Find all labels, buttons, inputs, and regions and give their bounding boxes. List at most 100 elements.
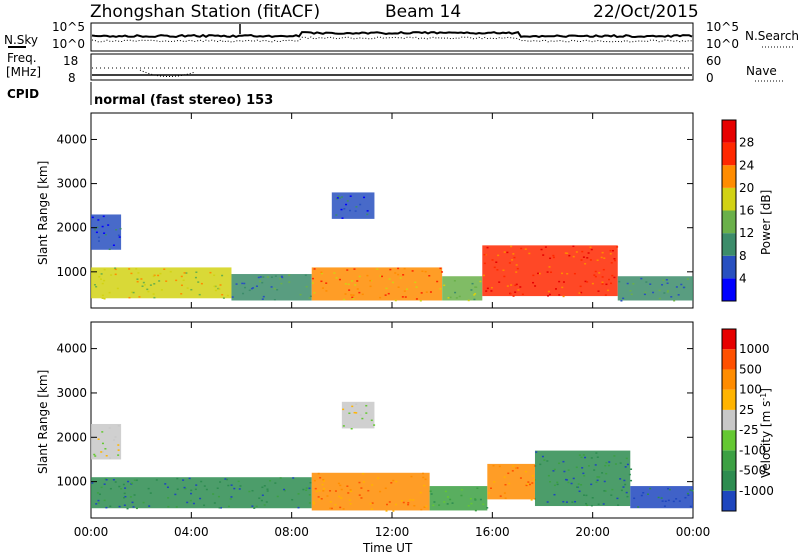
velocity-echo-speck	[583, 475, 586, 477]
power-echo-speck	[182, 279, 185, 281]
power-echo-speck	[200, 282, 203, 285]
power-echo-speck	[666, 282, 669, 285]
power-echo-speck	[128, 296, 131, 299]
velocity-echo-speck	[546, 501, 549, 503]
power-echo-speck	[640, 277, 643, 280]
freq-label-top: Freq.	[7, 51, 37, 65]
velocity-echo-speck	[611, 488, 614, 491]
power-echo-speck	[309, 295, 312, 298]
velocity-echo-speck	[594, 464, 597, 466]
power-echo-speck	[379, 275, 382, 277]
power-echo-speck	[510, 245, 513, 248]
power-echo-speck	[549, 257, 552, 260]
velocity-cbar-tick: -100	[739, 443, 766, 457]
power-echo-speck	[479, 280, 482, 283]
velocity-cbar-swatch	[722, 389, 736, 410]
velocity-echo-speck	[195, 484, 198, 486]
power-echo-speck	[366, 213, 369, 216]
power-echo-speck	[594, 270, 597, 273]
power-echo-speck	[516, 267, 519, 270]
power-echo-speck	[552, 256, 555, 259]
power-echo-speck	[356, 288, 359, 290]
power-echo-speck	[594, 275, 597, 278]
power-cbar-swatch	[722, 210, 736, 234]
velocity-echo-speck	[425, 505, 428, 508]
velocity-echo-speck	[607, 464, 610, 467]
power-echo-speck	[341, 196, 344, 198]
velocity-echo-speck	[668, 488, 671, 491]
velocity-echo-speck	[220, 507, 223, 509]
power-echo-speck	[160, 289, 163, 291]
velocity-echo-speck	[603, 490, 606, 492]
power-echo-speck	[344, 283, 347, 285]
velocity-echo-speck	[117, 444, 120, 446]
power-echo-speck	[415, 286, 418, 288]
velocity-echo-speck	[117, 449, 120, 451]
velocity-echo-speck	[308, 487, 311, 490]
velocity-echo-speck	[190, 489, 193, 492]
power-echo-speck	[242, 292, 245, 295]
velocity-echo-speck	[369, 502, 372, 505]
velocity-echo-speck	[348, 412, 351, 415]
power-echo-speck	[128, 268, 131, 270]
velocity-echo-speck	[610, 494, 613, 496]
power-echo-speck	[180, 284, 183, 287]
power-echo-speck	[335, 277, 338, 279]
power-echo-speck	[305, 285, 308, 288]
velocity-echo-speck	[446, 503, 449, 505]
velocity-echo-speck	[507, 472, 510, 475]
velocity-cbar-swatch	[722, 329, 736, 350]
velocity-echo-speck	[192, 502, 195, 505]
velocity-echo-speck	[122, 483, 125, 486]
power-echo-speck	[350, 294, 353, 296]
velocity-echo-speck	[423, 506, 426, 508]
velocity-cbar-tick: -25	[739, 423, 759, 437]
power-echo-speck	[503, 251, 506, 253]
power-echo-speck	[490, 286, 493, 289]
velocity-echo-speck	[292, 477, 295, 479]
power-echo-speck	[255, 285, 258, 287]
velocity-echo-speck	[114, 436, 117, 438]
velocity-echo-speck	[126, 507, 129, 510]
velocity-echo-speck	[402, 501, 405, 504]
velocity-echo-speck	[474, 498, 477, 500]
power-echo-speck	[100, 278, 103, 280]
power-echo-speck	[101, 282, 104, 285]
velocity-echo-speck	[233, 487, 236, 490]
power-echo-speck	[403, 290, 406, 292]
nsky-panel: N.Sky 10^5 10^0 10^5 10^0 N.Search	[4, 20, 799, 52]
power-echo-speck	[510, 284, 513, 286]
power-echo-speck	[217, 287, 220, 290]
power-echo-speck	[608, 278, 611, 281]
power-echo-speck	[613, 276, 616, 279]
xtick-label: 12:00	[375, 525, 410, 539]
power-echo-speck	[108, 291, 111, 294]
velocity-cbar-tick: 500	[739, 362, 762, 376]
power-echo-speck	[117, 234, 120, 237]
freq-frame	[90, 53, 694, 81]
velocity-echo-speck	[373, 424, 376, 426]
power-echo-speck	[421, 270, 424, 273]
velocity-echo-speck	[98, 493, 101, 496]
velocity-cbar-label: Velocity [m s-1]	[759, 388, 773, 478]
power-echo-speck	[467, 299, 470, 302]
velocity-echo-speck	[361, 417, 364, 420]
velocity-cbar-swatch	[722, 349, 736, 370]
power-echo-speck	[420, 292, 423, 294]
velocity-echo-speck	[691, 490, 694, 492]
power-echo-speck	[486, 246, 489, 249]
velocity-echo-speck	[283, 489, 286, 492]
velocity-echo-speck	[317, 496, 320, 498]
power-echo-speck	[554, 288, 557, 290]
date-label: 22/Oct/2015	[593, 2, 699, 22]
velocity-echo-speck	[613, 455, 616, 457]
power-echo-speck	[601, 281, 604, 284]
power-echo-speck	[515, 264, 518, 266]
power-echo-speck	[474, 293, 477, 295]
velocity-echo-speck	[553, 468, 556, 471]
velocity-cbar-tick: 25	[739, 403, 754, 417]
power-echo-speck	[366, 274, 369, 277]
power-echo-speck	[333, 272, 336, 274]
power-echo-speck	[354, 210, 357, 212]
power-echo-speck	[304, 274, 307, 277]
